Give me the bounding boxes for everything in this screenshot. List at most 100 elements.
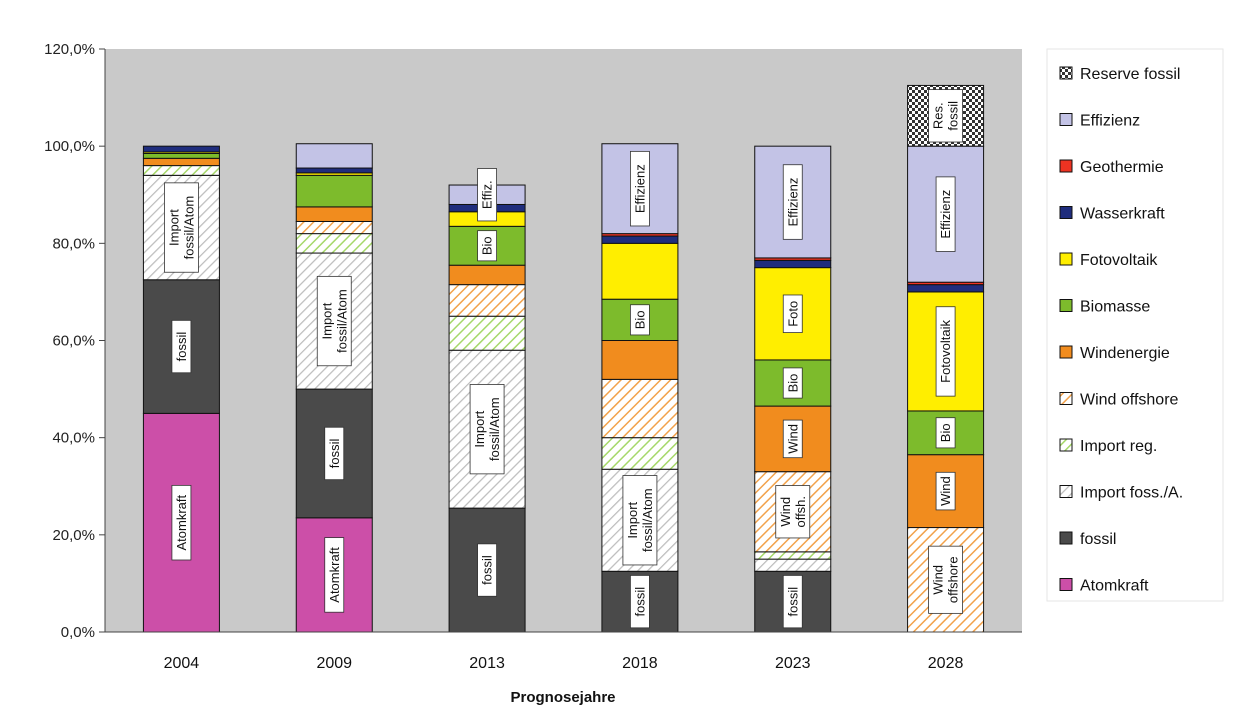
segment-label: Effizienz	[782, 164, 803, 240]
plot-area	[105, 49, 1022, 632]
x-tick-label: 2009	[316, 655, 352, 672]
svg-text:fossil/Atom: fossil/Atom	[640, 488, 655, 552]
legend-item-reserve: Reserve fossil	[1059, 66, 1180, 83]
svg-text:Effiz.: Effiz.	[480, 180, 495, 209]
svg-text:fossil: fossil	[632, 587, 647, 617]
bar-segment-eff	[295, 143, 373, 169]
y-tick-label: 100,0%	[44, 138, 95, 155]
segment-label: Bio	[782, 367, 803, 399]
svg-text:fossil: fossil	[946, 101, 961, 131]
svg-text:Wind: Wind	[931, 565, 946, 595]
legend-item-import_foss: Import foss./A.	[1059, 485, 1183, 502]
svg-text:fossil: fossil	[174, 332, 189, 362]
segment-label: Wind offshore	[928, 545, 963, 614]
svg-text:fossil: fossil	[785, 587, 800, 617]
legend-item-foto: Fotovoltaik	[1059, 252, 1158, 269]
legend-item-bio: Biomasse	[1059, 299, 1150, 316]
svg-text:Wasserkraft: Wasserkraft	[1080, 206, 1165, 223]
segment-label: Fotovoltaik	[935, 306, 956, 397]
segment-label: Import fossil/Atom	[316, 275, 352, 367]
legend-item-import_reg: Import reg.	[1059, 438, 1157, 455]
bar-segment-import_reg	[295, 233, 373, 254]
svg-text:Import: Import	[166, 209, 181, 246]
segment-label: Wind	[782, 419, 803, 459]
bar-segment-foto	[601, 242, 679, 300]
bar-segment-wasser	[601, 235, 679, 244]
svg-text:Atomkraft: Atomkraft	[174, 494, 189, 550]
segment-label: fossil	[782, 575, 803, 629]
legend-item-fossil: fossil	[1059, 531, 1116, 548]
x-tick-label: 2013	[469, 655, 505, 672]
segment-label: fossil	[630, 575, 650, 629]
bar-stack-2028: Wind offshoreWindBioFotovoltaikEffizienzR…	[907, 84, 985, 633]
svg-text:fossil: fossil	[1080, 531, 1116, 548]
svg-text:Wind offshore: Wind offshore	[1080, 392, 1179, 409]
legend-item-wind_off: Wind offshore	[1059, 392, 1179, 409]
bar-stack-2009: Atomkraft fossil Import fossil/Atom	[295, 143, 373, 633]
y-tick-label: 80,0%	[52, 235, 95, 252]
svg-text:Import: Import	[472, 410, 487, 447]
svg-text:fossil/Atom: fossil/Atom	[487, 397, 502, 461]
segment-label: fossil	[477, 543, 497, 597]
bar-segment-wasser	[754, 259, 832, 269]
segment-label: fossil	[171, 319, 192, 374]
segment-label: Bio	[935, 417, 956, 449]
legend-item-atom: Atomkraft	[1059, 578, 1149, 595]
segment-label: Import fossil/Atom	[164, 182, 199, 273]
bar-stack-2018: fossil Import fossil/Atom Bio Effizienz	[601, 143, 679, 633]
segment-label: Bio	[477, 230, 497, 262]
svg-text:Bio: Bio	[632, 310, 647, 329]
segment-label: Wind offsh.	[775, 485, 811, 539]
bar-segment-wind	[448, 264, 526, 286]
y-axis: 0,0% 20,0% 40,0% 60,0% 80,0% 100,0% 120,0%	[44, 41, 106, 641]
svg-text:Effizienz: Effizienz	[785, 178, 800, 227]
y-tick-label: 120,0%	[44, 41, 95, 58]
segment-label: Atomkraft	[324, 537, 345, 613]
x-axis: 2004 2009 2013 2018 2023 2028	[105, 631, 1022, 672]
segment-label: fossil	[324, 426, 345, 481]
segment-label: Wind	[935, 471, 956, 511]
bar-segment-wind	[142, 157, 220, 167]
segment-label: Import fossil/Atom	[469, 384, 505, 475]
svg-text:Atomkraft: Atomkraft	[1080, 578, 1149, 595]
svg-text:Foto: Foto	[785, 301, 800, 327]
svg-text:Res.: Res.	[931, 102, 946, 129]
svg-text:fossil/Atom: fossil/Atom	[334, 289, 349, 353]
svg-text:Fotovoltaik: Fotovoltaik	[1080, 252, 1158, 269]
svg-text:fossil/Atom: fossil/Atom	[181, 196, 196, 260]
segment-label: Effiz.	[477, 168, 497, 222]
bar-segment-wind_off	[601, 378, 679, 439]
x-tick-label: 2028	[928, 655, 964, 672]
y-tick-label: 60,0%	[52, 333, 95, 350]
svg-text:Bio: Bio	[480, 236, 495, 255]
segment-label: Effizienz	[935, 176, 956, 252]
svg-text:offshore: offshore	[946, 556, 961, 603]
y-tick-label: 0,0%	[61, 624, 95, 641]
legend-item-wind: Windenergie	[1059, 345, 1170, 362]
x-axis-title: Prognosejahre	[510, 689, 615, 706]
bar-stack-2013: fossil Import fossil/Atom Bio Effiz.	[448, 168, 526, 633]
bar-segment-wind	[601, 340, 679, 380]
segment-label: Res. fossil	[928, 89, 963, 143]
svg-text:Wind: Wind	[778, 497, 793, 527]
bar-segment-import_foss	[754, 558, 832, 572]
svg-text:Fotovoltaik: Fotovoltaik	[938, 320, 953, 383]
y-tick-label: 20,0%	[52, 527, 95, 544]
bar-segment-bio	[142, 152, 220, 159]
svg-text:Effizienz: Effizienz	[938, 190, 953, 239]
legend: Reserve fossil Effizienz Geothermie Wasserk…	[1046, 48, 1224, 602]
segment-label: Effizienz	[630, 150, 650, 227]
svg-text:Atomkraft: Atomkraft	[327, 547, 342, 603]
legend-item-eff: Effizienz	[1059, 113, 1140, 130]
svg-text:Import: Import	[625, 501, 640, 538]
svg-text:Wind: Wind	[785, 424, 800, 454]
bar-segment-import_reg	[601, 437, 679, 470]
svg-text:fossil: fossil	[480, 555, 495, 585]
bar-segment-wasser	[142, 145, 220, 153]
bar-segment-wind_off	[448, 284, 526, 317]
bar-segment-wasser	[295, 167, 373, 174]
svg-text:Import: Import	[319, 302, 334, 339]
svg-text:Reserve fossil: Reserve fossil	[1080, 66, 1180, 83]
bar-segment-bio	[295, 174, 373, 208]
